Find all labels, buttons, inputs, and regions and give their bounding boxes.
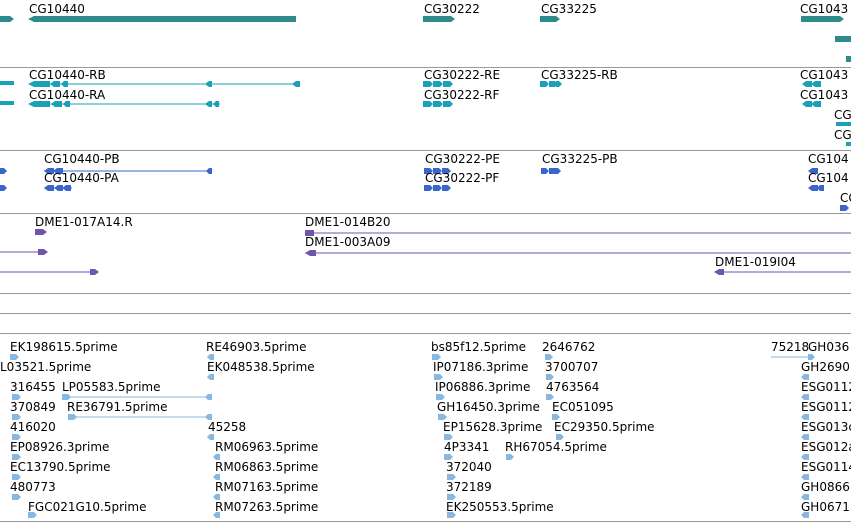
est-label[interactable]: 4763564	[546, 380, 600, 394]
transcript-label[interactable]: CG30222-RF	[424, 88, 500, 102]
protein-label[interactable]: CG30222-PF	[425, 171, 500, 185]
track-divider	[0, 313, 851, 314]
est-label[interactable]: bs85f12.5prime	[431, 340, 527, 354]
bac-end-track: DME1-017A14.R DME1-014B20 DME1-003A09 DM…	[0, 214, 851, 294]
gene-glyph[interactable]	[0, 16, 14, 22]
est-label[interactable]: L03521.5prime	[0, 360, 92, 374]
est-label[interactable]: GH0671	[801, 500, 850, 514]
track-divider	[0, 67, 851, 68]
protein-track: CG10440-PB CG30222-PE CG33225-PB CG104 C…	[0, 151, 851, 213]
est-label[interactable]: ESG013c	[801, 420, 851, 434]
bac-end-label[interactable]: DME1-003A09	[305, 235, 391, 249]
gene-glyph[interactable]	[423, 16, 455, 22]
est-label[interactable]: ESG012a	[801, 440, 851, 454]
est-label[interactable]: GH2690	[801, 360, 850, 374]
transcript-label[interactable]: CG30222-RE	[424, 68, 501, 82]
transcript-label[interactable]: CG1043	[800, 88, 849, 102]
est-label[interactable]: EK048538.5prime	[207, 360, 315, 374]
transcript-track: CG10440-RB CG30222-RE CG33225-RB CG1043 …	[0, 68, 851, 150]
est-track-glyphs	[10, 354, 815, 518]
transcript-label[interactable]: CG10440-RA	[29, 88, 106, 102]
bac-end-label[interactable]: DME1-017A14.R	[35, 215, 133, 229]
transcript-label[interactable]: CG	[834, 108, 851, 122]
est-label[interactable]: GH16450.3prime	[437, 400, 540, 414]
est-label[interactable]: RE46903.5prime	[206, 340, 307, 354]
est-label[interactable]: ESG0112	[801, 400, 851, 414]
bac-end-track-glyphs	[0, 229, 851, 275]
protein-label[interactable]: CG30222-PE	[425, 152, 500, 166]
est-label[interactable]: RH67054.5prime	[505, 440, 607, 454]
protein-label[interactable]: CG10440-PB	[44, 152, 120, 166]
est-label[interactable]: IP06886.3prime	[435, 380, 531, 394]
gene-glyph[interactable]	[835, 36, 851, 42]
est-label[interactable]: LP05583.5prime	[62, 380, 161, 394]
protein-label[interactable]: CG104	[808, 152, 849, 166]
est-label[interactable]: EC13790.5prime	[10, 460, 111, 474]
gene-glyph[interactable]	[540, 16, 560, 22]
est-label[interactable]: 2646762	[542, 340, 596, 354]
gene-label[interactable]: CG33225	[541, 2, 597, 16]
track-divider	[0, 213, 851, 214]
est-label[interactable]: 4P3341	[444, 440, 490, 454]
track-divider	[0, 293, 851, 294]
empty-track	[0, 294, 851, 313]
est-label[interactable]: 316455	[10, 380, 56, 394]
est-label[interactable]: EP15628.3prime	[443, 420, 543, 434]
protein-label[interactable]: CG	[840, 191, 851, 205]
empty-track	[0, 314, 851, 333]
est-label[interactable]: EP08926.3prime	[10, 440, 110, 454]
est-label[interactable]: ESG0114	[801, 460, 851, 474]
est-label[interactable]: 416020	[10, 420, 56, 434]
est-label[interactable]: 480773	[10, 480, 56, 494]
protein-track-glyphs	[0, 168, 849, 211]
gene-label[interactable]: CG30222	[424, 2, 480, 16]
gene-glyph[interactable]	[846, 56, 851, 62]
transcript-label[interactable]: CG10440-RB	[29, 68, 106, 82]
est-label[interactable]: 45258	[208, 420, 247, 434]
transcript-track-glyphs	[0, 81, 851, 146]
gene-label[interactable]: CG1043	[800, 2, 849, 16]
est-label[interactable]: RE36791.5prime	[67, 400, 168, 414]
est-label[interactable]: 370849	[10, 400, 56, 414]
est-label[interactable]: FGC021G10.5prime	[28, 500, 147, 514]
bac-end-label[interactable]: DME1-014B20	[305, 215, 391, 229]
protein-label[interactable]: CG104	[808, 171, 849, 185]
protein-label[interactable]: CG33225-PB	[542, 152, 618, 166]
est-label[interactable]: 3700707	[545, 360, 599, 374]
gene-track-glyphs	[0, 16, 851, 62]
transcript-label[interactable]: CG1043	[800, 68, 849, 82]
track-divider	[0, 333, 851, 334]
est-label[interactable]: RM07263.5prime	[215, 500, 319, 514]
est-label[interactable]: RM06963.5prime	[215, 440, 319, 454]
est-label[interactable]: EK250553.5prime	[446, 500, 554, 514]
gene-label[interactable]: CG10440	[29, 2, 85, 16]
est-label[interactable]: EC051095	[552, 400, 614, 414]
transcript-label[interactable]: CG33225-RB	[541, 68, 618, 82]
bac-end-label[interactable]: DME1-019I04	[715, 255, 796, 269]
est-label[interactable]: EC29350.5prime	[554, 420, 655, 434]
est-label[interactable]: RM07163.5prime	[215, 480, 319, 494]
est-label[interactable]: IP07186.3prime	[433, 360, 529, 374]
est-track: EK198615.5prime RE46903.5prime bs85f12.5…	[0, 334, 851, 521]
gene-glyph[interactable]	[28, 16, 296, 22]
est-label[interactable]: GH0866	[801, 480, 850, 494]
transcript-label[interactable]: CG	[834, 128, 851, 142]
est-label[interactable]: EK198615.5prime	[10, 340, 118, 354]
est-label[interactable]: RM06863.5prime	[215, 460, 319, 474]
est-label[interactable]: 372189	[446, 480, 492, 494]
est-label[interactable]: GH036	[808, 340, 850, 354]
protein-label[interactable]: CG10440-PA	[44, 171, 119, 185]
gene-glyph[interactable]	[801, 16, 844, 22]
est-label[interactable]: ESG0112	[801, 380, 851, 394]
est-label[interactable]: 372040	[446, 460, 492, 474]
est-label[interactable]: 75218	[771, 340, 810, 354]
gene-track: CG10440 CG30222 CG33225 CG1043	[0, 0, 851, 67]
track-divider	[0, 150, 851, 151]
